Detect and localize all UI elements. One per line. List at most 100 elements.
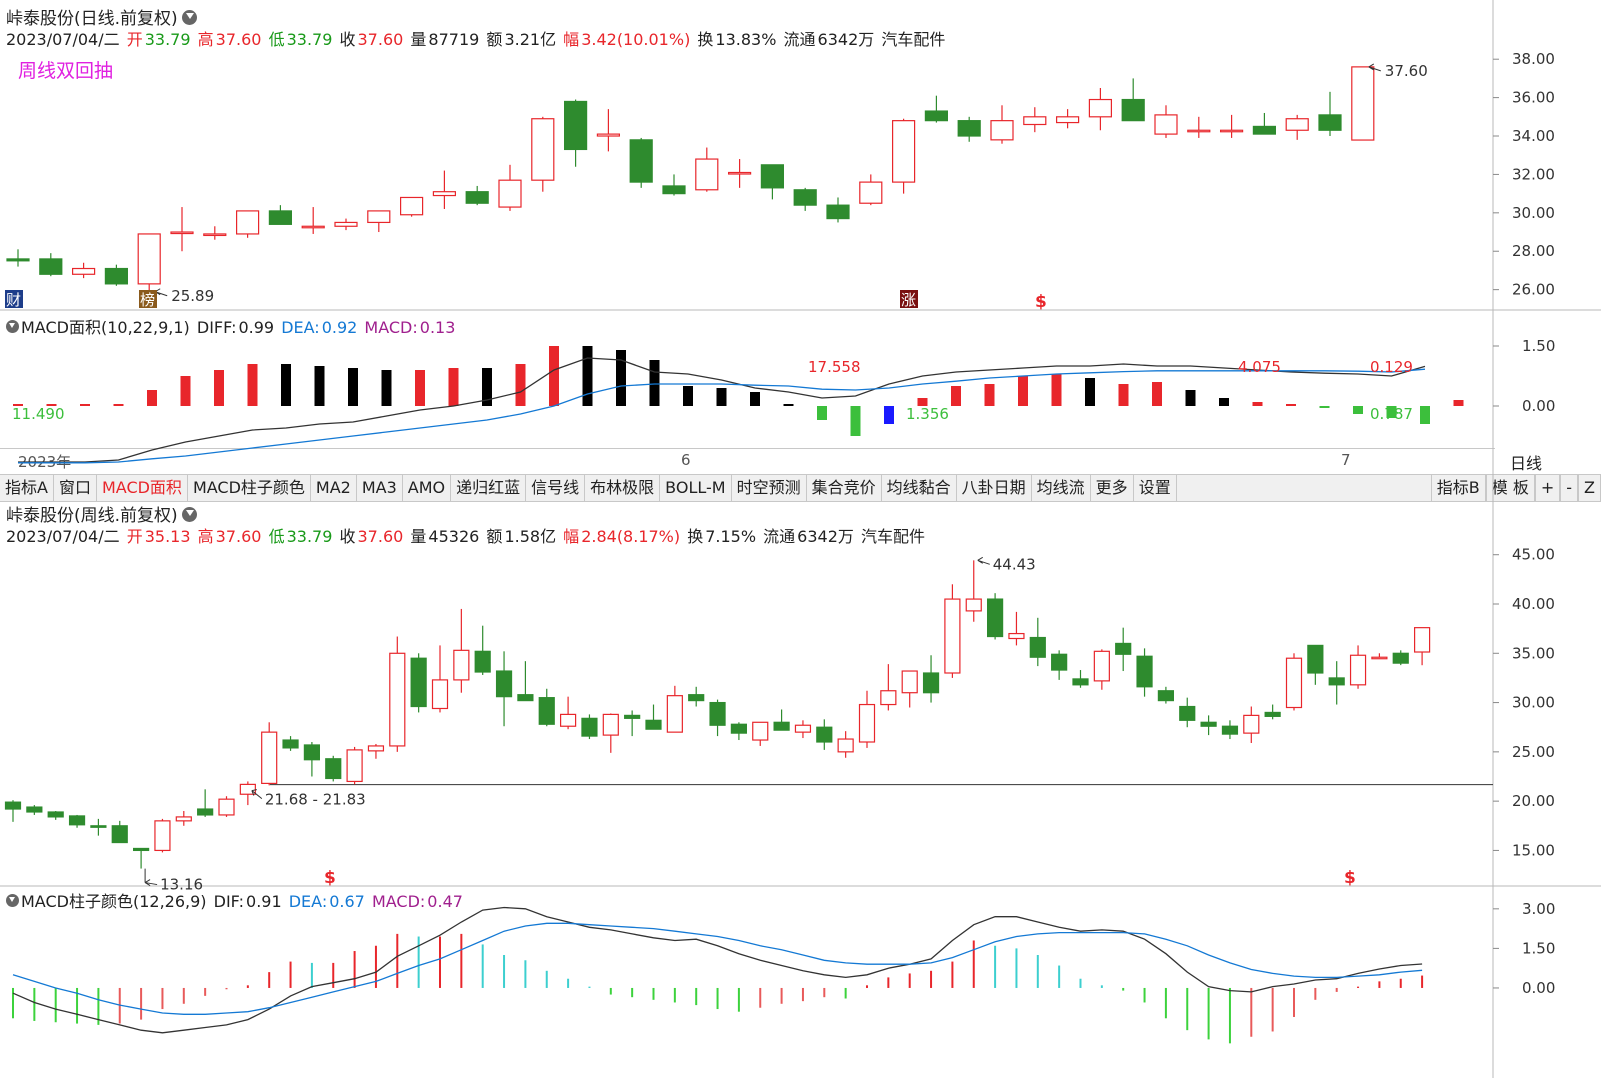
tab-10[interactable]: BOLL-M [660,475,732,501]
candle-body [1351,66,1375,141]
candle-body [957,120,981,137]
candle-body [1243,714,1260,734]
candle-body [1157,690,1175,702]
indicator-menu-icon[interactable] [6,320,19,333]
tabs-left: 指标A 窗口 MACD面积 MACD柱子颜色 MA2 MA3 AMO 递归红蓝 信号线 布林极限 B… [0,475,1177,501]
marker-bang-bg [139,290,157,308]
indicator-menu-icon[interactable] [6,894,19,907]
dropdown-icon[interactable] [181,9,197,25]
tab-12[interactable]: 集合竞价 [807,475,882,501]
tab-right-1[interactable]: 模 板 [1485,475,1535,501]
tab-0[interactable]: 指标A [0,475,54,501]
tab-5[interactable]: MA3 [357,475,403,501]
candle-body [1154,114,1178,135]
tab-11[interactable]: 时空预测 [732,475,807,501]
weekly-title-text: 峠泰股份(周线.前复权) [6,506,178,526]
candle-body [965,598,982,612]
area-label: 17.558 [808,358,861,376]
diff-line [18,357,1426,463]
y-tick-label: 38.00 [1512,50,1555,68]
candle-body [236,210,260,235]
amt-label: 额 [486,527,503,546]
tab-15[interactable]: 均线流 [1032,475,1091,501]
tab-6[interactable]: AMO [403,475,452,501]
candle-body [1029,636,1046,658]
dea-value: 0.92 [321,318,358,337]
tab-9[interactable]: 布林极限 [585,475,661,501]
candle-body [602,713,619,736]
weekly-title: 峠泰股份(周线.前复权) [6,501,197,526]
macd-bar [147,390,157,406]
candle-body [901,670,918,694]
candle-body [104,267,129,285]
indicator-tab-bar: 指标A 窗口 MACD面积 MACD柱子颜色 MA2 MA3 AMO 递归红蓝 信号线 布林极限 B… [0,474,1601,502]
daily-low-label: 25.89 [171,287,214,305]
candle-body [645,719,662,730]
candle-body [367,210,391,224]
macd-bar [1152,382,1162,406]
candle-body [709,701,726,726]
tab-17[interactable]: 设置 [1134,475,1177,501]
macd-bar [1420,406,1430,424]
vol-value: 87719 [428,30,480,49]
tab-1[interactable]: 窗口 [54,475,97,501]
y-tick-label: 30.00 [1512,694,1555,712]
daily-title-text: 峠泰股份(日线.前复权) [6,9,178,29]
candle-body [431,679,449,710]
marker-cai: 财 [6,291,21,309]
candle-body [538,697,555,725]
macd-bar [683,386,693,406]
tab-14[interactable]: 八卦日期 [957,475,1032,501]
candle-body [1088,98,1113,118]
y-tick-label: 34.00 [1512,127,1555,145]
tab-2[interactable]: MACD面积 [97,475,188,501]
dif-line [12,906,1423,1034]
y-tick-label: 3.00 [1522,900,1555,918]
candle-body [944,598,961,674]
macd-value: 0.47 [427,892,463,911]
tab-right-0[interactable]: 指标B [1430,475,1486,501]
candle-body [175,816,192,822]
macd-bar [1319,406,1330,408]
y-tick-label: 25.00 [1512,743,1555,761]
vol-value: 45326 [428,527,480,546]
candle-body [261,731,278,785]
candle-body [170,231,194,235]
tab-13[interactable]: 均线黏合 [882,475,957,501]
tab-7[interactable]: 递归红蓝 [451,475,527,501]
y-tick-label: 36.00 [1512,89,1555,107]
tab-right-3[interactable]: - [1560,475,1579,501]
turn-label: 换 [697,30,714,49]
y-tick-label: 15.00 [1512,841,1555,859]
candle-body [1392,652,1409,664]
area-label: 0.129 [1370,358,1413,376]
candle-body [1136,655,1153,688]
macd-bar [46,404,57,406]
candle-body [1051,653,1068,671]
candle-body [453,649,470,681]
candle-body [474,650,491,673]
candle-body [154,820,171,852]
tab-4[interactable]: MA2 [311,475,357,501]
candle-body [367,745,385,752]
candle-body [517,694,534,702]
weekly-range-label: 21.68 - 21.83 [265,791,366,809]
tab-3[interactable]: MACD柱子颜色 [188,475,311,501]
macd-bar [1453,400,1464,406]
candle-body [1179,705,1196,721]
dropdown-icon[interactable] [181,506,197,522]
dea-label: DEA: [281,318,320,337]
area-label: 1.356 [906,405,949,423]
tab-16[interactable]: 更多 [1091,475,1134,501]
tab-8[interactable]: 信号线 [526,475,586,501]
y-tick-label: 28.00 [1512,242,1555,260]
macd-bar [783,404,794,406]
tab-right-2[interactable]: + [1534,475,1561,501]
amt-value: 1.58亿 [504,527,557,546]
macd-label: MACD: [371,892,426,911]
macd-bar [649,360,660,406]
y-tick-label: 45.00 [1512,546,1555,564]
dea-value: 0.67 [329,892,365,911]
period-label[interactable]: 日线 [1510,454,1543,473]
